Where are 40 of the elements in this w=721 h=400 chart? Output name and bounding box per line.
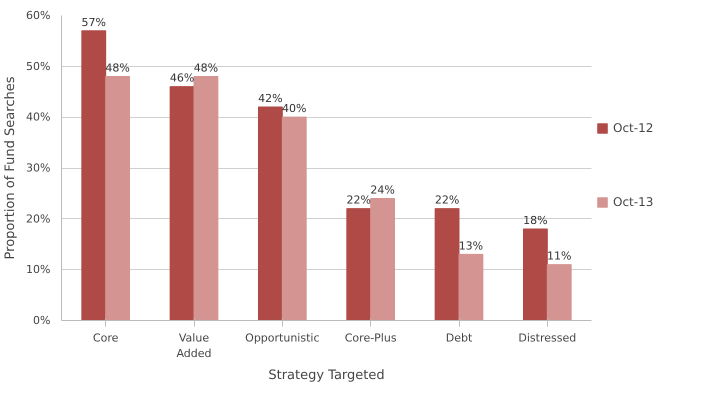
- data-label: 24%: [370, 184, 395, 196]
- y-tick-label: 0%: [33, 314, 50, 327]
- data-label: 22%: [346, 194, 371, 207]
- bar: [170, 86, 194, 320]
- bar: [522, 228, 548, 320]
- bar: [370, 198, 396, 320]
- y-tick-label: 30%: [26, 162, 51, 174]
- y-tick-label: 50%: [26, 60, 51, 73]
- bar: [105, 76, 130, 320]
- data-label: 40%: [282, 102, 306, 116]
- x-tick-label: Core: [92, 332, 119, 344]
- x-tick-label: Distressed: [518, 332, 576, 344]
- data-label: 11%: [547, 250, 572, 263]
- y-tick-label: 40%: [26, 110, 51, 124]
- y-tick-label: 20%: [26, 212, 51, 226]
- bar: [546, 264, 572, 320]
- bar: [194, 76, 218, 320]
- bar: [282, 116, 307, 320]
- bar: [346, 208, 372, 320]
- y-tick-label: 60%: [26, 9, 51, 22]
- data-label: 18%: [523, 214, 548, 227]
- legend-label: Oct-13: [613, 194, 654, 208]
- y-axis-title: Proportion of Fund Searches: [3, 76, 18, 260]
- data-label: 42%: [258, 92, 283, 105]
- y-tick-label: 10%: [26, 263, 51, 276]
- x-tick-label: Debt: [446, 332, 473, 344]
- x-tick-label: Opportunistic: [245, 332, 320, 344]
- bar: [258, 106, 283, 320]
- bar: [81, 30, 106, 320]
- x-tick-label: Core-Plus: [344, 332, 397, 344]
- data-label: 22%: [434, 194, 460, 207]
- legend-label: Oct-12: [613, 120, 654, 134]
- bar: [434, 208, 460, 320]
- data-label: 57%: [82, 16, 106, 29]
- data-label: 48%: [194, 62, 218, 74]
- x-tick-label: Value Added: [176, 332, 212, 360]
- bar: [458, 254, 484, 320]
- data-label: 46%: [170, 72, 194, 85]
- x-axis-title: Strategy Targeted: [268, 368, 385, 384]
- data-label: 13%: [458, 239, 484, 252]
